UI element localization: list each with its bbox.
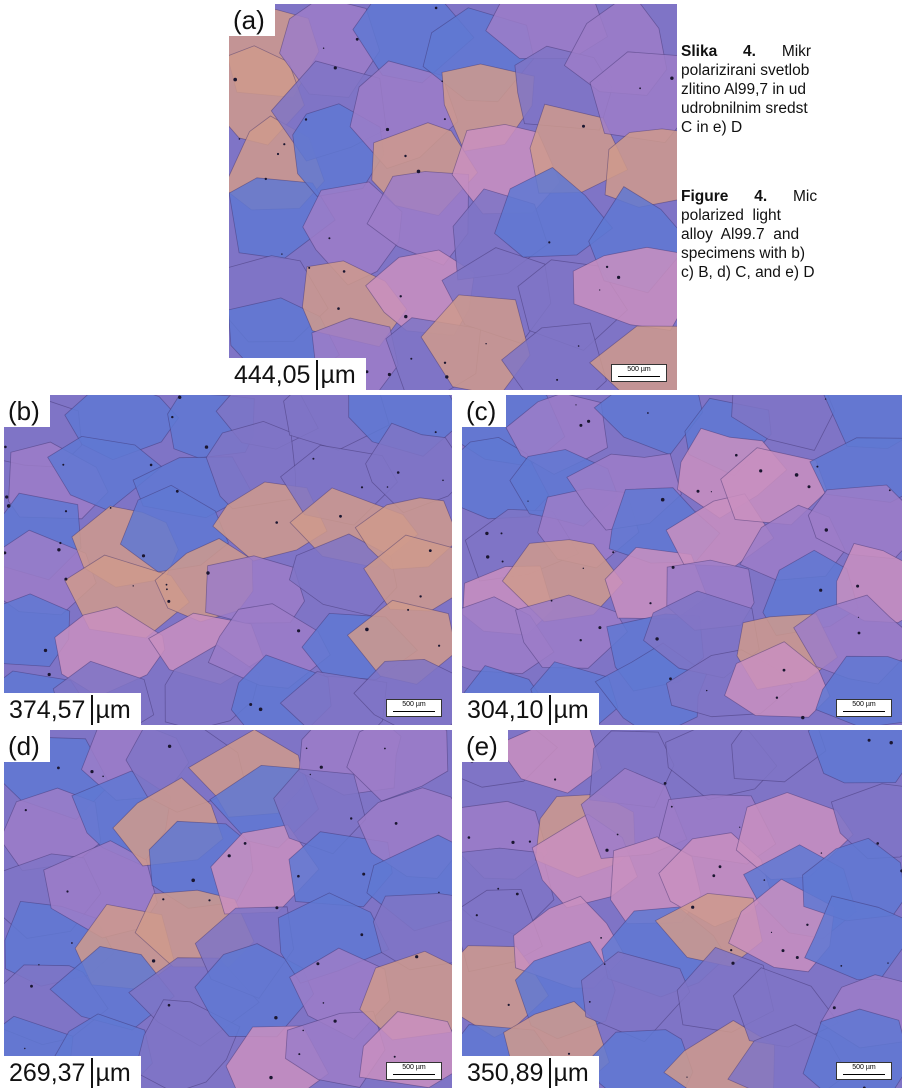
micrograph-panel-c: (c) 500 µm 304,10 µm <box>462 395 902 725</box>
scale-bar-a: 500 µm <box>611 364 667 382</box>
figure-caption: Slika 4. Mikr polarizirani svetlob zliti… <box>681 4 902 313</box>
panel-letter-a: (a) <box>229 4 275 36</box>
caption-sl-line: udrobnilnim sredst <box>681 100 808 117</box>
scale-bar-label: 500 µm <box>852 701 876 708</box>
scale-bar-d: 500 µm <box>386 1062 442 1080</box>
scale-bar-label: 500 µm <box>402 1064 426 1071</box>
grain-size-label-d: 269,37 µm <box>4 1056 141 1088</box>
micrograph-panel-a: (a) 500 µm 444,05 µm <box>229 4 677 390</box>
caption-en-line: specimens with b) <box>681 245 810 262</box>
caption-en-line: alloy Al99.7 and <box>681 226 808 243</box>
caption-english: Figure 4. Mic polarized light alloy Al99… <box>681 187 902 282</box>
scale-bar-e: 500 µm <box>836 1062 892 1080</box>
grain-size-label-c: 304,10 µm <box>462 693 599 725</box>
micrograph-panel-b: (b) 500 µm 374,57 µm <box>4 395 452 725</box>
grain-size-value: 304,10 <box>467 696 544 724</box>
caption-sl-label: Slika <box>681 43 718 60</box>
caption-sl-line: Mikr <box>781 43 812 60</box>
caption-sl-line: zlitino Al99,7 in ud <box>681 81 806 98</box>
grain-size-unit: µm <box>91 695 131 725</box>
micrograph-panel-d: (d) 500 µm 269,37 µm <box>4 730 452 1088</box>
caption-sl-line: C in e) D <box>681 119 743 136</box>
micrograph-panel-e: (e) 500 µm 350,89 µm <box>462 730 902 1088</box>
micrograph-image-d <box>4 730 452 1088</box>
micrograph-image-e <box>462 730 902 1088</box>
panel-letter-d: (d) <box>4 730 50 762</box>
panel-letter-e: (e) <box>462 730 508 762</box>
grain-size-value: 374,57 <box>9 696 86 724</box>
scale-bar-label: 500 µm <box>627 366 651 373</box>
panel-letter-c: (c) <box>462 395 507 427</box>
grain-size-label-b: 374,57 µm <box>4 693 141 725</box>
caption-en-line: Mic <box>793 188 818 205</box>
caption-sl-line: polarizirani svetlob <box>681 62 810 79</box>
grain-size-unit: µm <box>91 1058 131 1088</box>
micrograph-image-a <box>229 4 677 390</box>
caption-slovene: Slika 4. Mikr polarizirani svetlob zliti… <box>681 42 902 137</box>
grain-size-value: 350,89 <box>467 1059 544 1087</box>
scale-bar-c: 500 µm <box>836 699 892 717</box>
grain-size-unit: µm <box>549 695 589 725</box>
caption-en-number: 4. <box>754 188 768 205</box>
scale-bar-label: 500 µm <box>402 701 426 708</box>
micrograph-image-c <box>462 395 902 725</box>
caption-sl-number: 4. <box>743 43 756 60</box>
micrograph-image-b <box>4 395 452 725</box>
grain-size-unit: µm <box>549 1058 589 1088</box>
grain-size-value: 444,05 <box>234 361 311 389</box>
grain-size-label-e: 350,89 µm <box>462 1056 599 1088</box>
caption-en-line: polarized light <box>681 207 790 224</box>
grain-size-unit: µm <box>316 360 356 390</box>
panel-letter-b: (b) <box>4 395 50 427</box>
caption-en-line: c) B, d) C, and e) D <box>681 264 815 281</box>
caption-en-label: Figure <box>681 188 729 205</box>
scale-bar-label: 500 µm <box>852 1064 876 1071</box>
grain-size-label-a: 444,05 µm <box>229 358 366 390</box>
grain-size-value: 269,37 <box>9 1059 86 1087</box>
scale-bar-b: 500 µm <box>386 699 442 717</box>
